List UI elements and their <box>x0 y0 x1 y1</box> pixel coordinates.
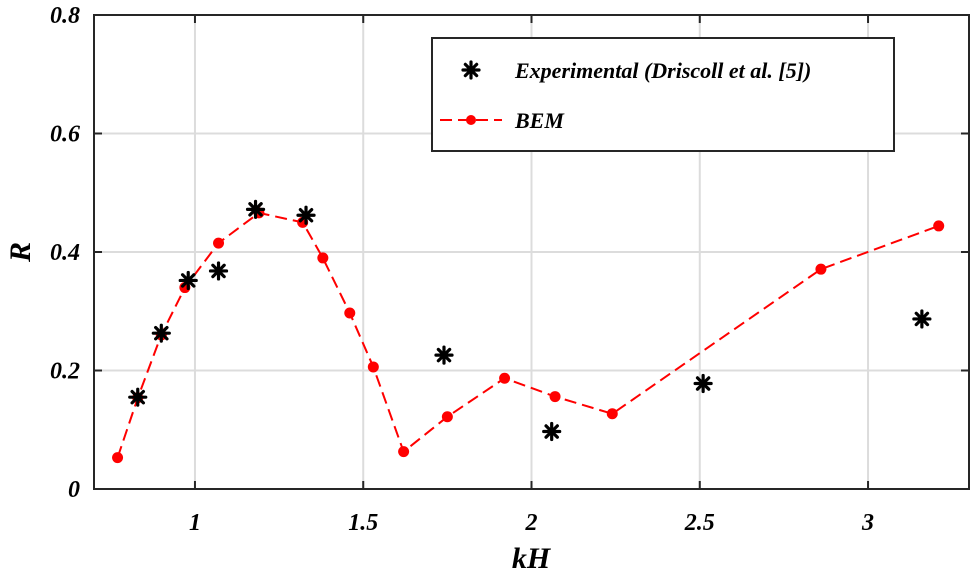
x-axis-ticks: 1 1.5 2 2.5 3 <box>189 15 874 536</box>
x-tick-label: 3 <box>861 510 874 536</box>
x-tick-label: 2 <box>525 510 538 536</box>
experimental-point <box>245 199 266 219</box>
legend-box <box>431 37 895 152</box>
bem-point <box>213 237 225 249</box>
x-axis-label: kH <box>512 542 552 575</box>
bem-point <box>317 252 329 264</box>
bem-point <box>398 446 410 458</box>
x-tick-label: 1 <box>189 510 201 536</box>
experimental-point <box>296 205 316 225</box>
bem-point <box>112 452 124 464</box>
experimental-point <box>208 261 229 281</box>
bem-point <box>606 408 618 420</box>
y-axis-ticks: 0 0.2 0.4 0.6 0.8 <box>50 3 969 503</box>
legend: Experimental (Driscoll et al. [5]) BEM <box>431 37 895 152</box>
bem-point <box>933 220 945 232</box>
experimental-point <box>128 387 148 407</box>
bem-point <box>367 361 379 373</box>
legend-experimental-label: Experimental (Driscoll et al. [5]) <box>514 58 811 83</box>
experimental-point <box>151 323 171 343</box>
y-tick-label: 0.8 <box>50 3 80 29</box>
y-tick-label: 0.6 <box>50 122 80 148</box>
bem-point <box>441 411 453 423</box>
y-tick-label: 0.4 <box>50 240 80 266</box>
bem-point <box>549 391 561 403</box>
experimental-point <box>434 345 454 365</box>
experimental-series <box>128 199 932 442</box>
x-tick-label: 2.5 <box>684 510 715 536</box>
y-tick-label: 0.2 <box>50 359 80 385</box>
experimental-point <box>542 421 562 442</box>
experimental-point <box>912 309 932 329</box>
legend-experimental-asterisk <box>461 60 481 80</box>
x-tick-label: 1.5 <box>348 510 378 536</box>
bem-point <box>815 263 827 275</box>
experimental-point <box>178 270 198 291</box>
legend-bem-label: BEM <box>514 108 565 133</box>
y-tick-label: 0 <box>68 477 80 503</box>
legend-bem-marker <box>466 115 476 125</box>
y-axis-label: R <box>4 242 37 263</box>
experimental-point <box>693 373 713 394</box>
bem-point <box>499 372 511 384</box>
legend-experimental-marker <box>461 60 481 80</box>
bem-point <box>344 307 356 319</box>
